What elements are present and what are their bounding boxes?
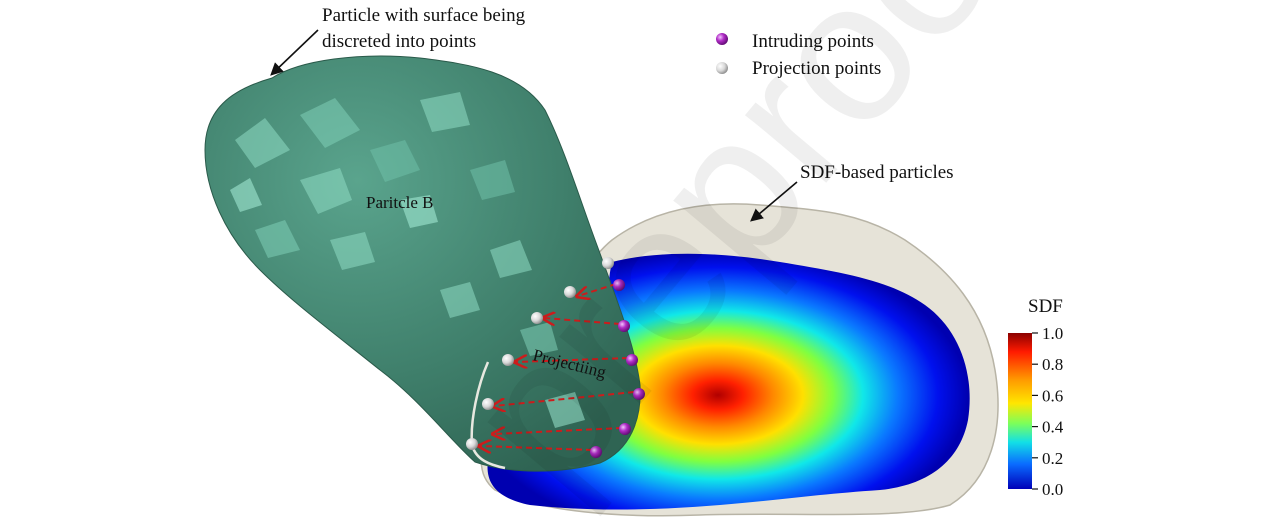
intruding-point — [626, 354, 638, 366]
colorbar-tick-label: 0.6 — [1042, 386, 1063, 405]
projection-point — [564, 286, 576, 298]
projection-point — [602, 257, 614, 269]
pointer-arrow-sdf — [750, 181, 798, 222]
projection-points — [466, 257, 614, 450]
projection-arrow — [544, 318, 621, 324]
intruding-point — [613, 279, 625, 291]
colorbar-tick-label: 0.8 — [1042, 355, 1063, 374]
colorbar: SDF 1.0 0.8 0.6 0.4 0.2 0.0 — [1008, 296, 1064, 499]
label-particle-b: Paritcle B — [366, 193, 434, 212]
intruding-points — [590, 279, 645, 458]
projection-point — [466, 438, 478, 450]
legend-intruding-label: Intruding points — [752, 31, 874, 52]
projection-arrows — [480, 283, 635, 450]
colorbar-ticks: 1.0 0.8 0.6 0.4 0.2 0.0 — [1032, 324, 1064, 499]
particle-b-texture — [230, 92, 585, 428]
annotation-sdf-particles: SDF-based particles — [800, 162, 954, 183]
projection-arrow — [516, 358, 629, 362]
intruding-point — [618, 320, 630, 332]
pointer-arrow-particle — [270, 29, 319, 76]
projection-point — [502, 354, 514, 366]
intruding-point — [633, 388, 645, 400]
projection-point — [531, 312, 543, 324]
colorbar-gradient — [1008, 333, 1032, 489]
colorbar-tick-label: 0.0 — [1042, 480, 1063, 499]
legend-projection-label: Projection points — [752, 58, 881, 79]
colorbar-tick-label: 0.2 — [1042, 449, 1063, 468]
annotation-particle-surface-line1: Particle with surface being — [322, 5, 526, 26]
intruding-point — [619, 423, 631, 435]
colorbar-title: SDF — [1028, 296, 1063, 317]
legend: Intruding points Projection points — [716, 31, 881, 79]
colorbar-tick-label: 0.4 — [1042, 418, 1064, 437]
projection-arrow — [480, 446, 593, 450]
particle-b — [204, 55, 641, 472]
intruding-point — [590, 446, 602, 458]
colorbar-tick-label: 1.0 — [1042, 324, 1063, 343]
annotation-particle-surface-line2: discreted into points — [322, 31, 476, 52]
legend-projection-marker — [716, 62, 728, 74]
projection-arrow — [578, 283, 617, 296]
legend-intruding-marker — [716, 33, 728, 45]
projection-arrow — [494, 428, 623, 434]
projection-point — [482, 398, 494, 410]
projection-arrow — [494, 391, 635, 406]
